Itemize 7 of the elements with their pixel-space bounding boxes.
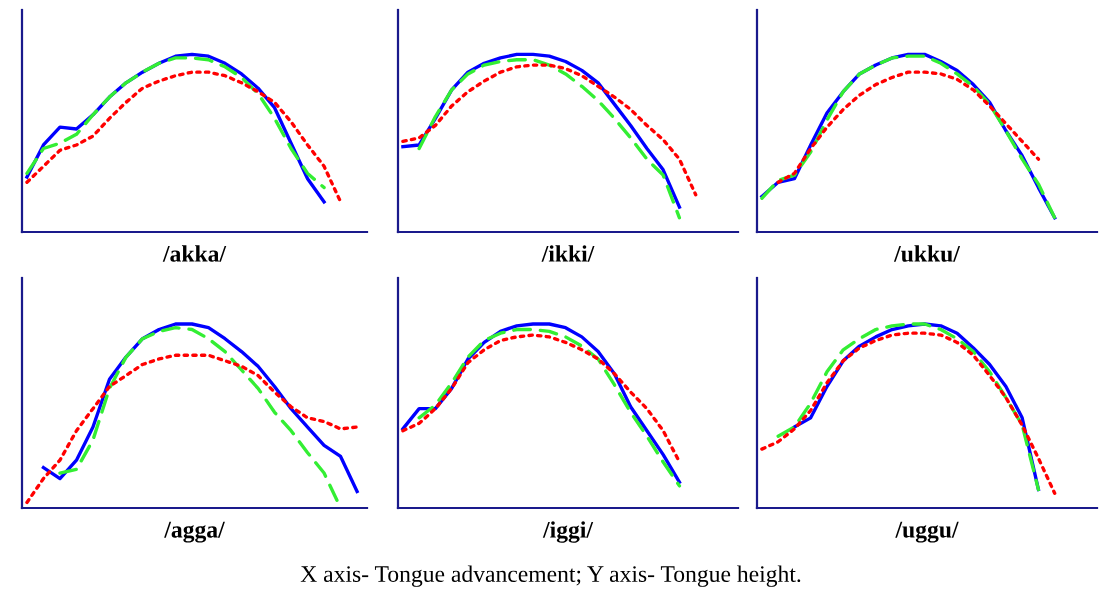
x-axis-title: /akka/: [162, 245, 227, 262]
x-axis-title: /uggu/: [895, 521, 959, 543]
x-axis-title: /iggi/: [542, 521, 594, 543]
text: X axis- Tongue advancement; Y axis- Tongue height.: [300, 565, 801, 587]
x-axis-title: /agga/: [164, 521, 225, 543]
x-axis-title: /ikki/: [541, 245, 595, 262]
x-axis-title: /ukku/: [893, 245, 961, 262]
